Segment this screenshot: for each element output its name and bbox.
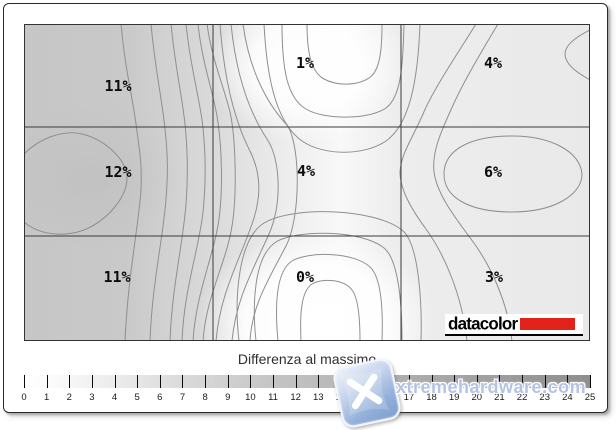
dark-spot-left bbox=[24, 104, 187, 254]
contour-plot-canvas: 11% 1% 4% 12% 4% 6% 11% 0% 3% bbox=[24, 24, 590, 341]
plot-border bbox=[24, 24, 590, 341]
colorbar-tick-label: 4 bbox=[111, 392, 118, 403]
colorbar-tick bbox=[522, 375, 524, 388]
cell-value-mid-center: 4% bbox=[297, 162, 315, 180]
uniformity-report-card: 11% 1% 4% 12% 4% 6% 11% 0% 3% datacolor … bbox=[3, 3, 608, 413]
colorbar-tick-label: 22 bbox=[516, 392, 528, 403]
cell-value-top-right: 4% bbox=[484, 54, 502, 72]
bright-blob-bottom bbox=[198, 229, 434, 341]
colorbar-tick-label: 11 bbox=[268, 392, 278, 403]
colorbar-tick bbox=[431, 375, 433, 388]
xtremehardware-icon bbox=[331, 356, 403, 430]
colorbar-tick-label: 6 bbox=[157, 392, 163, 403]
cell-value-mid-right: 6% bbox=[484, 163, 502, 181]
colorbar-title: Differenza al massimo bbox=[237, 351, 377, 367]
colorbar-tick bbox=[590, 375, 591, 388]
colorbar-tick bbox=[544, 375, 546, 388]
datacolor-logo: datacolor bbox=[445, 314, 583, 336]
cell-value-bottom-center: 0% bbox=[296, 268, 314, 286]
colorbar-tick bbox=[227, 375, 229, 388]
colorbar-tick-label: 9 bbox=[225, 392, 231, 403]
cell-value-top-center: 1% bbox=[296, 54, 314, 72]
contour-plot: 11% 1% 4% 12% 4% 6% 11% 0% 3% datacolor bbox=[24, 24, 590, 341]
colorbar-tick bbox=[476, 375, 478, 388]
colorbar-tick-label: 17 bbox=[403, 392, 415, 403]
colorbar-tick-label: 19 bbox=[448, 392, 460, 403]
colorbar-tick bbox=[137, 375, 139, 388]
colorbar-tick-label: 1 bbox=[43, 392, 50, 403]
colorbar-tick-label: 21 bbox=[494, 392, 505, 403]
colorbar-tick bbox=[205, 375, 207, 388]
colorbar-tick bbox=[114, 375, 116, 388]
colorbar-tick bbox=[69, 375, 71, 388]
colorbar-tick bbox=[499, 375, 501, 388]
colorbar-tick bbox=[46, 375, 48, 388]
colorbar-tick-label: 5 bbox=[134, 392, 140, 403]
colorbar-tick-label: 13 bbox=[313, 392, 324, 403]
colorbar-tick bbox=[182, 375, 184, 388]
colorbar-tick bbox=[454, 375, 456, 388]
colorbar-tick bbox=[250, 375, 252, 388]
colorbar-tick bbox=[159, 375, 161, 388]
colorbar-tick-label: 2 bbox=[66, 392, 72, 403]
colorbar-tick bbox=[318, 375, 320, 388]
colorbar-tick bbox=[91, 375, 93, 388]
colorbar-tick-label: 7 bbox=[179, 392, 186, 403]
cell-value-bottom-left: 11% bbox=[103, 268, 130, 286]
cell-value-mid-left: 12% bbox=[104, 163, 131, 181]
cell-value-top-left: 11% bbox=[104, 77, 131, 95]
datacolor-logo-text: datacolor bbox=[448, 313, 518, 334]
bright-blob-top bbox=[208, 24, 408, 144]
datacolor-logo-red-bar bbox=[520, 317, 576, 330]
colorbar-tick bbox=[408, 375, 410, 388]
colorbar-tick-label: 20 bbox=[471, 392, 483, 403]
measurement-grid bbox=[24, 24, 590, 341]
colorbar-tick-label: 3 bbox=[89, 392, 95, 403]
watermark-text: xtremehardware.com bbox=[396, 377, 587, 397]
colorbar-tick bbox=[273, 375, 275, 388]
colorbar-tick-label: 8 bbox=[202, 392, 208, 403]
colorbar-tick-label: 10 bbox=[245, 392, 256, 403]
colorbar-tick-label: 0 bbox=[21, 392, 27, 403]
colorbar-tick bbox=[295, 375, 297, 388]
colorbar-tick-label: 18 bbox=[426, 392, 437, 403]
cell-value-bottom-right: 3% bbox=[485, 268, 503, 286]
colorbar-tick-label: 24 bbox=[562, 392, 573, 403]
contour-lines bbox=[24, 24, 590, 341]
colorbar-tick-label: 12 bbox=[290, 392, 301, 403]
colorbar-tick-label: 25 bbox=[584, 392, 596, 403]
colorbar-tick bbox=[24, 375, 25, 388]
colorbar-tick bbox=[567, 375, 569, 388]
colorbar-tick-label: 23 bbox=[539, 392, 551, 403]
